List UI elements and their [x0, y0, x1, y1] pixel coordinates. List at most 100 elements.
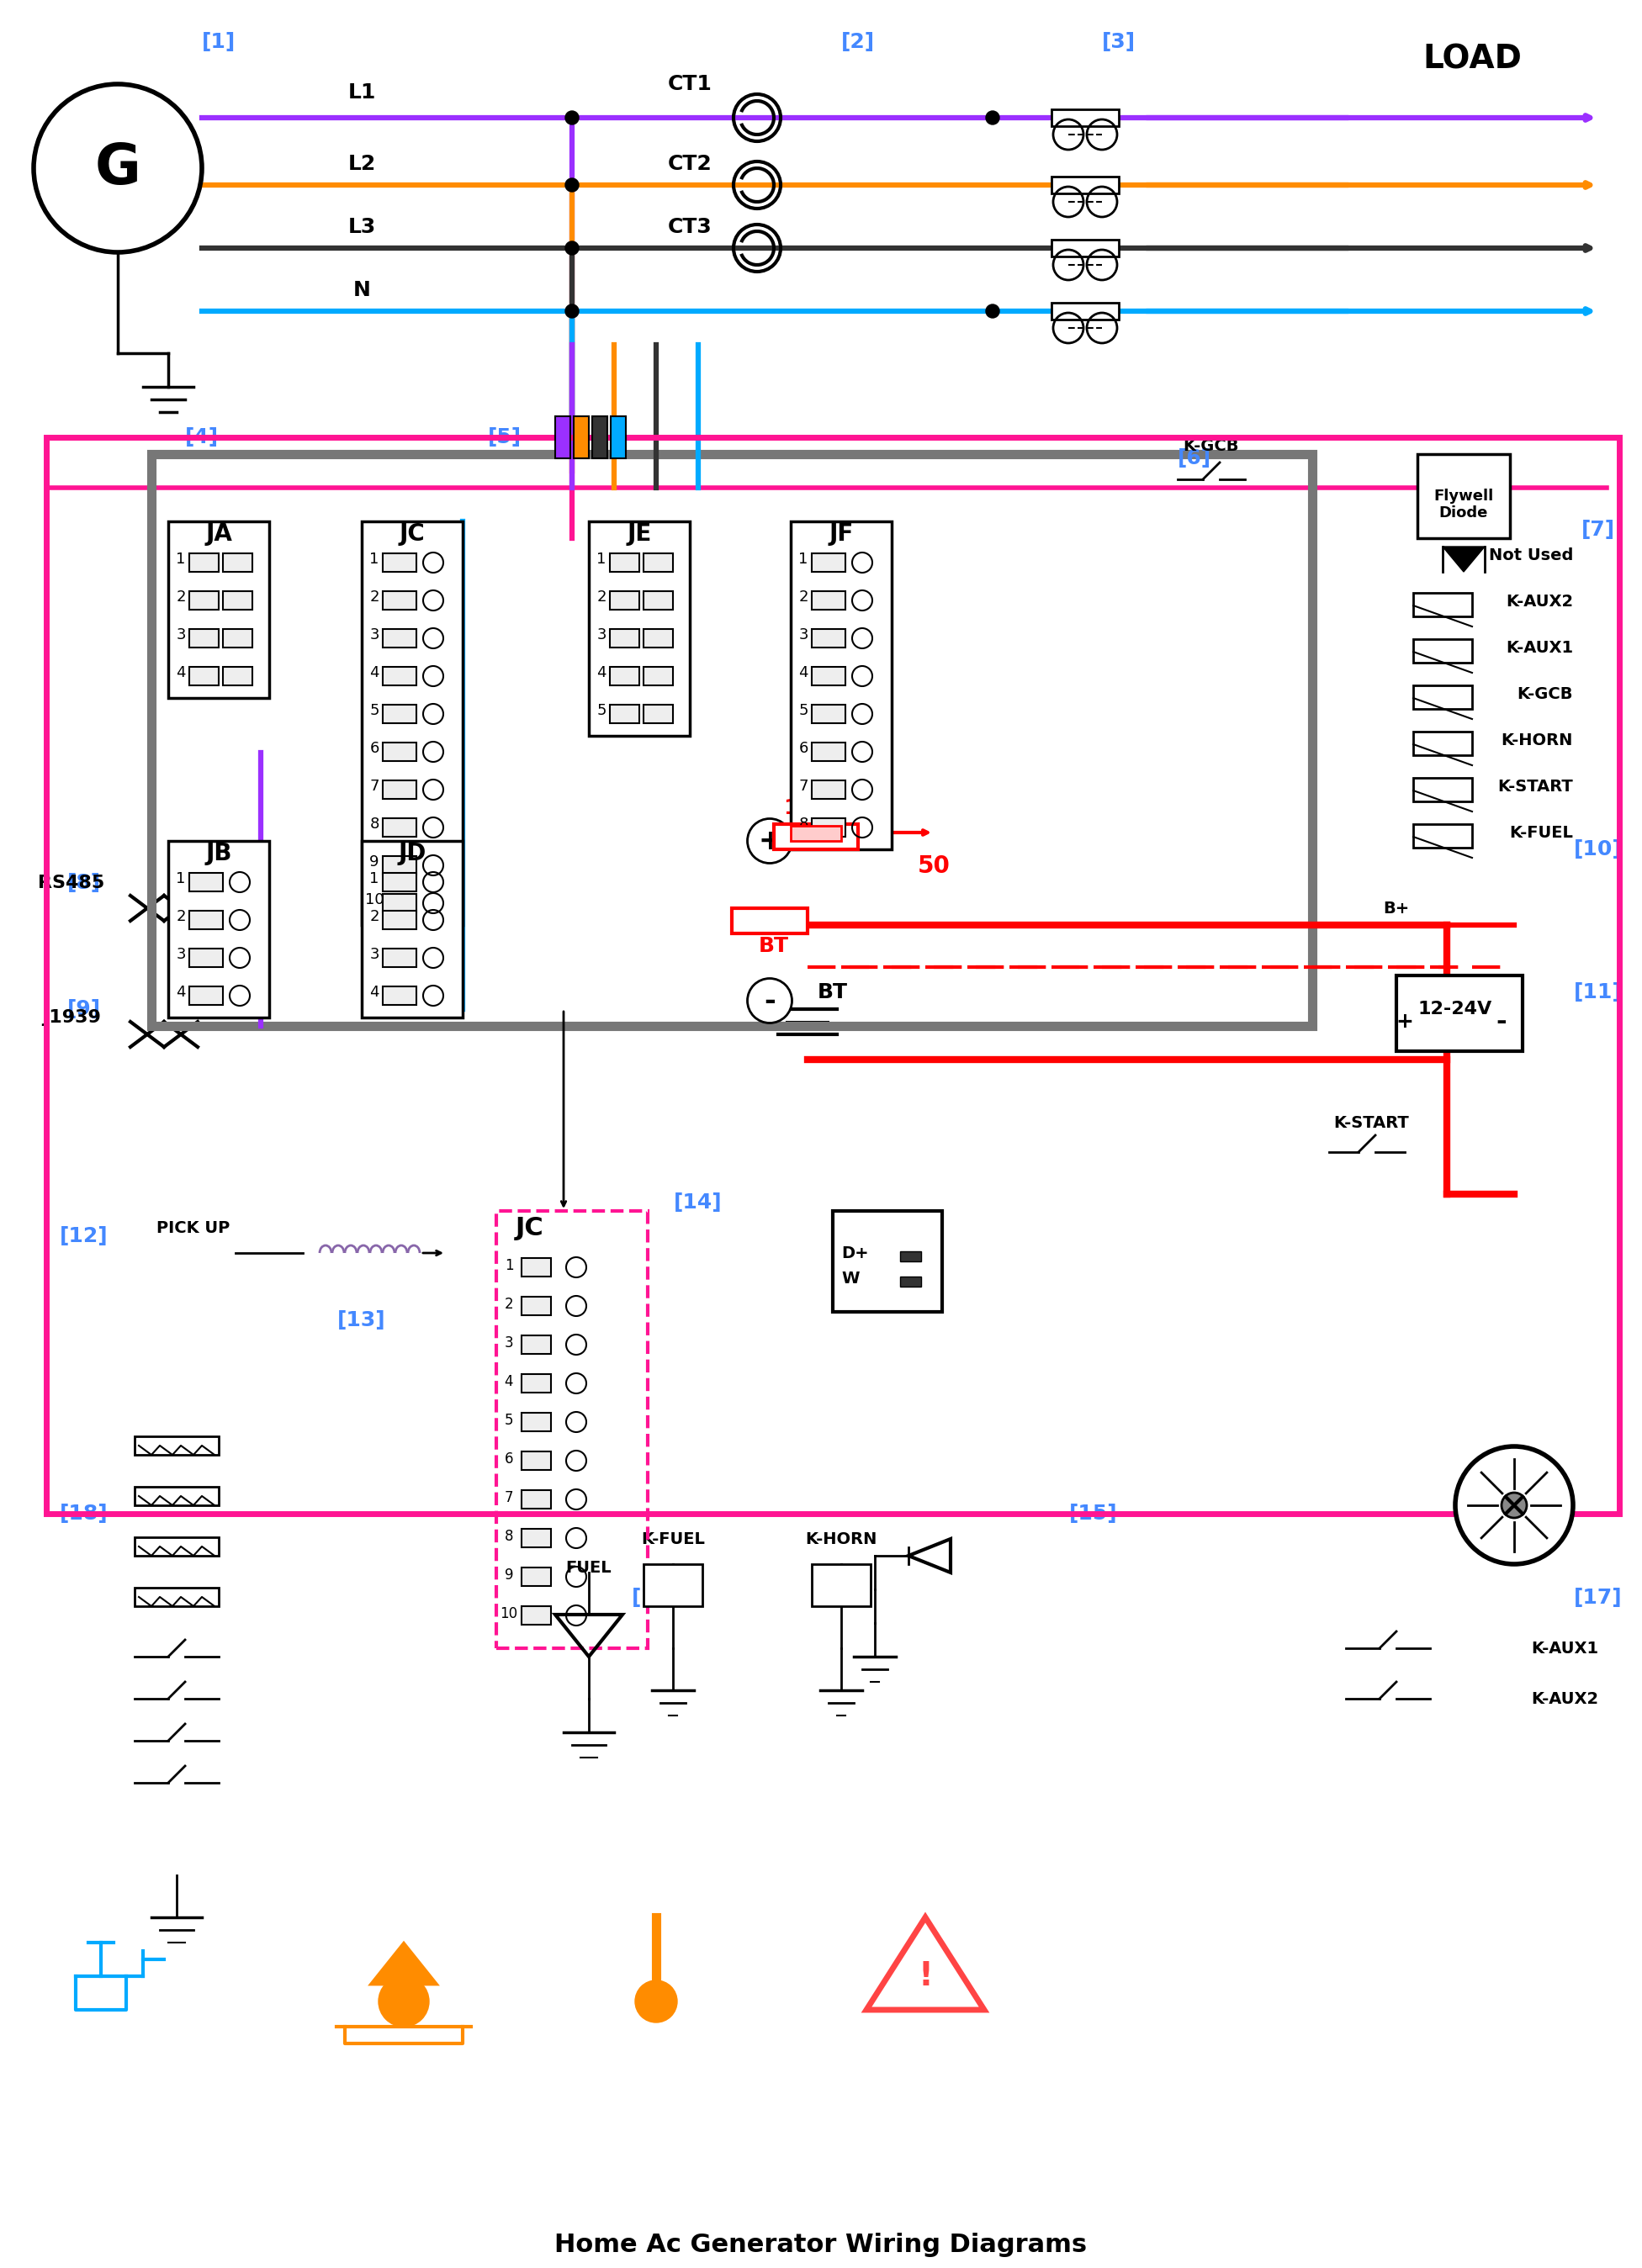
- Bar: [383, 948, 417, 966]
- Bar: [522, 1297, 552, 1315]
- Text: Not Used: Not Used: [1489, 547, 1573, 562]
- Bar: [522, 1336, 552, 1354]
- Circle shape: [985, 111, 1000, 125]
- Polygon shape: [369, 1944, 437, 1984]
- Text: D+: D+: [841, 1245, 869, 1261]
- Text: 6: 6: [369, 742, 379, 755]
- Bar: [383, 819, 417, 837]
- Bar: [522, 1374, 552, 1393]
- Text: Home Ac Generator Wiring Diagrams: Home Ac Generator Wiring Diagrams: [555, 2234, 1087, 2257]
- Text: [5]: [5]: [488, 426, 522, 447]
- Text: J1939: J1939: [43, 1009, 100, 1025]
- Circle shape: [1455, 1447, 1573, 1565]
- Bar: [383, 780, 417, 798]
- Bar: [832, 1211, 943, 1311]
- Bar: [609, 592, 639, 610]
- Bar: [1414, 778, 1473, 801]
- Text: JA: JA: [205, 522, 232, 547]
- Circle shape: [635, 1980, 677, 2023]
- Text: 5: 5: [596, 703, 606, 719]
- Polygon shape: [1443, 547, 1484, 572]
- Text: 2: 2: [176, 909, 186, 923]
- Bar: [223, 667, 253, 685]
- Text: K-FUEL: K-FUEL: [640, 1531, 704, 1547]
- Text: JD: JD: [397, 841, 427, 866]
- Text: 3: 3: [504, 1336, 514, 1349]
- Bar: [522, 1413, 552, 1431]
- Bar: [811, 628, 846, 649]
- Bar: [151, 454, 1312, 1025]
- Bar: [644, 667, 673, 685]
- Text: 1: 1: [596, 551, 606, 567]
- Bar: [135, 1588, 218, 1606]
- Bar: [811, 553, 846, 572]
- Bar: [496, 1211, 647, 1649]
- Bar: [791, 826, 841, 841]
- Text: 8: 8: [504, 1529, 514, 1545]
- Text: 6: 6: [798, 742, 808, 755]
- Text: -: -: [1496, 1009, 1507, 1034]
- Text: 4: 4: [369, 665, 379, 680]
- Bar: [811, 819, 846, 837]
- Bar: [135, 1538, 218, 1556]
- Bar: [383, 628, 417, 649]
- Bar: [811, 742, 846, 762]
- Text: [4]: [4]: [186, 426, 218, 447]
- Bar: [732, 907, 808, 934]
- Bar: [0, 0, 1642, 34]
- Text: JB: JB: [205, 841, 232, 866]
- Bar: [189, 987, 223, 1005]
- Text: 8: 8: [798, 816, 808, 832]
- Bar: [1051, 109, 1118, 127]
- Bar: [135, 1436, 218, 1454]
- Text: 7: 7: [504, 1490, 514, 1506]
- Text: 7: 7: [798, 778, 808, 794]
- Bar: [1051, 177, 1118, 193]
- Text: Flywell: Flywell: [1433, 488, 1494, 503]
- Text: 9: 9: [504, 1567, 514, 1583]
- Bar: [383, 667, 417, 685]
- Text: L1: L1: [348, 82, 376, 102]
- Text: K-START: K-START: [1333, 1114, 1409, 1132]
- Text: +: +: [1396, 1012, 1414, 1032]
- Text: 12-24V: 12-24V: [1419, 1000, 1493, 1018]
- Text: [10]: [10]: [1575, 839, 1622, 860]
- Bar: [791, 522, 892, 848]
- Text: 9: 9: [369, 855, 379, 869]
- Text: 1: 1: [798, 551, 808, 567]
- Text: JC: JC: [516, 1216, 544, 1241]
- Text: !: !: [918, 1960, 933, 1991]
- Text: 15/54: 15/54: [783, 798, 849, 816]
- Bar: [589, 522, 690, 735]
- Text: [3]: [3]: [1102, 32, 1136, 52]
- Bar: [189, 628, 218, 649]
- Bar: [522, 1529, 552, 1547]
- Text: RS485: RS485: [38, 875, 105, 891]
- Text: 10: 10: [501, 1606, 517, 1622]
- Text: 3: 3: [176, 628, 186, 642]
- Bar: [189, 592, 218, 610]
- Bar: [167, 522, 269, 699]
- Text: 7: 7: [369, 778, 379, 794]
- Text: FUEL: FUEL: [566, 1560, 612, 1576]
- Bar: [1051, 302, 1118, 320]
- Bar: [383, 987, 417, 1005]
- Text: 4: 4: [798, 665, 808, 680]
- Text: 2: 2: [369, 590, 379, 606]
- Bar: [644, 553, 673, 572]
- Bar: [644, 628, 673, 649]
- Bar: [609, 667, 639, 685]
- Text: G: G: [95, 141, 141, 195]
- Bar: [189, 873, 223, 891]
- Text: [1]: [1]: [202, 32, 236, 52]
- Bar: [609, 553, 639, 572]
- Bar: [189, 667, 218, 685]
- Text: BT: BT: [759, 937, 790, 957]
- Text: 1: 1: [369, 871, 379, 887]
- Text: LOAD: LOAD: [1422, 43, 1522, 75]
- Bar: [383, 742, 417, 762]
- Bar: [773, 823, 859, 848]
- Bar: [1051, 240, 1118, 256]
- Text: 3: 3: [798, 628, 808, 642]
- Text: K-GCB: K-GCB: [1517, 685, 1573, 701]
